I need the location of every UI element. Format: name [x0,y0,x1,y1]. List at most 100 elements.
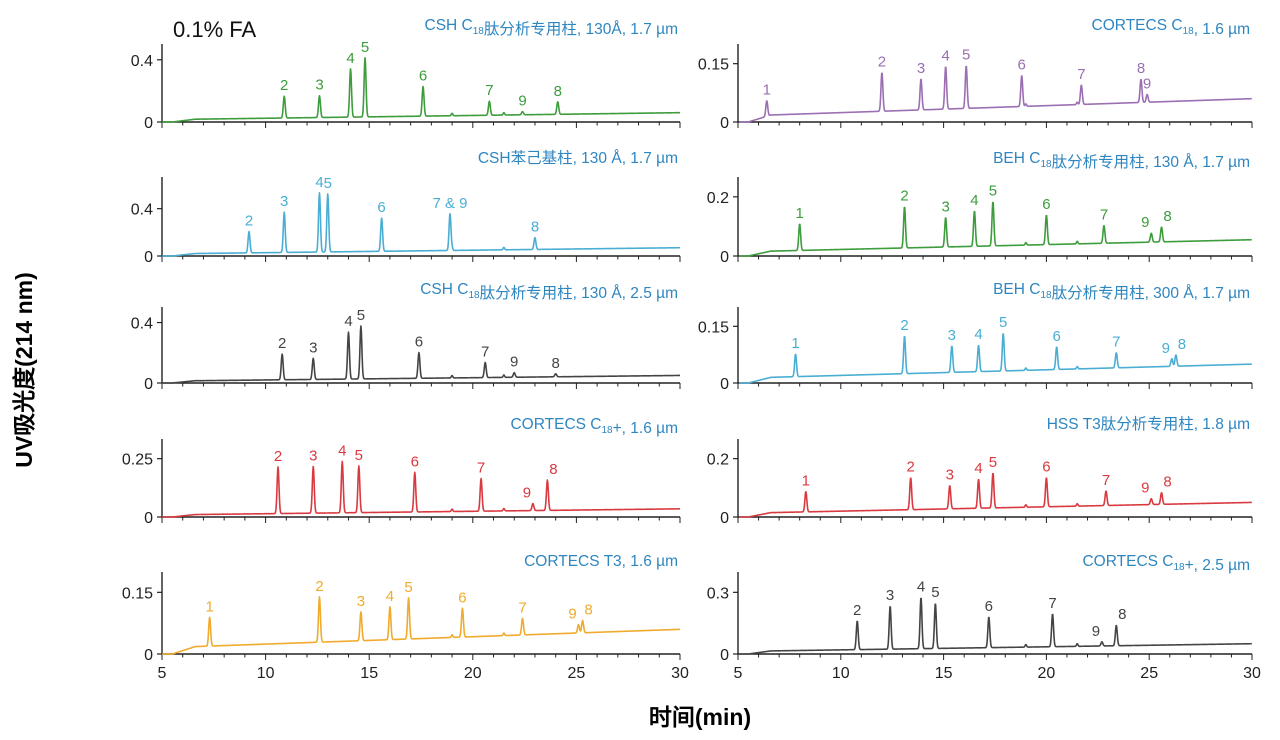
peak-label-7: 7 [1048,595,1056,612]
chromatogram-trace [161,325,681,384]
peak-label-6: 6 [1042,196,1050,213]
panel-title: CORTECS C18, 1.6 µm [1092,17,1250,38]
chromatogram-trace [161,596,681,655]
peak-label-6: 6 [1053,328,1061,345]
y-tick-label: 0.3 [707,585,729,602]
y-tick-label: 0.15 [698,57,729,74]
panel-title: CORTECS T3, 1.6 µm [524,553,678,570]
peak-label-5: 5 [962,47,970,64]
peak-label-5: 5 [999,314,1007,331]
peak-label-1: 1 [791,335,799,352]
y-tick-label: 0 [720,647,729,664]
peak-label-2: 2 [907,459,915,476]
x-tick-label: 25 [1140,665,1158,682]
peak-label-9: 9 [523,485,531,502]
peak-label-9: 9 [1092,623,1100,640]
peak-label-2: 2 [878,53,886,70]
peak-label-7: 7 [1112,334,1120,351]
panel-title: BEH C18肽分析专用柱, 130 Å, 1.7 µm [993,150,1250,171]
peak-label-2: 2 [245,213,253,230]
x-tick-label: 20 [1038,665,1056,682]
x-tick-label: 5 [734,665,743,682]
x-tick-label: 10 [257,665,275,682]
peak-label-3: 3 [309,448,317,465]
peak-label-6: 6 [1042,459,1050,476]
peak-label-9: 9 [1141,480,1149,497]
chromatogram-trace [738,201,1253,257]
chromatogram-trace [738,597,1253,655]
panel-title: CORTECS C18+, 2.5 µm [1082,553,1250,574]
peak-label-1: 1 [763,82,771,99]
peak-label-3: 3 [942,198,950,215]
peak-label-5: 5 [989,183,997,200]
chromatogram-panel-left-3: 0 0.4 2 3 4 5 6 7 9 8 CSH C18肽分析专用柱, 130 Å, 2.5 µm [131,281,681,393]
y-tick-label: 0 [144,647,153,664]
peak-label-3: 3 [357,593,365,610]
x-tick-label: 5 [158,665,167,682]
peak-label-9: 9 [1143,75,1151,92]
peak-label-9: 9 [1162,340,1170,357]
chromatogram-trace [738,472,1253,518]
y-tick-label: 0.15 [122,585,153,602]
x-tick-label: 30 [671,665,689,682]
peak-label-3: 3 [946,467,954,484]
peak-label-6: 6 [419,68,427,85]
peak-label-7: 7 [1100,207,1108,224]
peak-label-7: 7 [1077,66,1085,83]
peak-label-6: 6 [985,598,993,615]
chromatogram-panel-right-4: 0 0.2 1 2 3 4 5 6 7 9 8 HSS T3肽分析专用柱, 1.8 µm [707,415,1253,527]
peak-label-4: 4 [346,50,354,67]
peak-label-3: 3 [886,587,894,604]
y-tick-label: 0.4 [131,53,153,70]
peak-label-2: 2 [315,578,323,595]
y-tick-label: 0.2 [707,190,729,207]
x-tick-label: 15 [935,665,953,682]
peak-label-3: 3 [280,193,288,210]
peak-label-2: 2 [278,335,286,352]
x-tick-label: 10 [832,665,850,682]
peak-label-2: 2 [274,448,282,465]
x-tick-label: 30 [1243,665,1261,682]
peak-label-2: 2 [853,602,861,619]
peak-label-7: 7 [481,344,489,361]
peak-label-6: 6 [377,199,385,216]
mobile-phase-condition: 0.1% FA [173,17,256,42]
peak-label-1: 1 [206,598,214,615]
peak-label-6: 6 [411,453,419,470]
peak-label-8: 8 [1118,606,1126,623]
peak-label-79: 7 & 9 [432,195,467,212]
chromatogram-panel-left-4: 0 0.25 2 3 4 5 6 7 9 8 CORTECS C18+, 1.6 µm [122,416,681,527]
x-tick-label: 25 [568,665,586,682]
peak-label-6: 6 [1018,56,1026,73]
chromatogram-panel-right-2: 0 0.2 1 2 3 45 6 7 9 8 BEH C18肽分析专用柱, 130 Å, 1.7 µ… [707,150,1253,266]
peak-label-8: 8 [549,461,557,478]
peak-label-9: 9 [1141,214,1149,231]
chromatogram-trace [161,192,681,257]
y-tick-label: 0.4 [131,202,153,219]
peak-label-8: 8 [584,602,592,619]
peak-label-5: 5 [355,447,363,464]
y-tick-label: 0 [720,115,729,132]
chromatogram-trace [738,65,1253,123]
chromatogram-panel-right-1: 0 0.15 1 2 34 5 6 7 89 CORTECS C18, 1.6 µm [698,17,1253,132]
chromatogram-trace [161,57,681,123]
peak-label-3: 3 [315,77,323,94]
peak-label-4: 4 [917,578,925,595]
chromatogram-trace [738,333,1253,384]
y-tick-label: 0 [720,510,729,527]
peak-label-3: 3 [917,60,925,77]
y-tick-label: 0 [144,510,153,527]
peak-label-8: 8 [531,219,539,236]
peak-label-8: 8 [1178,336,1186,353]
peak-label-2: 2 [280,77,288,94]
peak-label-3: 3 [309,339,317,356]
peak-label-4: 4 [315,174,323,191]
y-tick-label: 0.15 [698,319,729,336]
peak-label-4: 4 [942,47,950,64]
peak-label-5: 5 [324,175,332,192]
peak-label-8: 8 [1137,60,1145,77]
peak-label-4: 4 [974,326,982,343]
